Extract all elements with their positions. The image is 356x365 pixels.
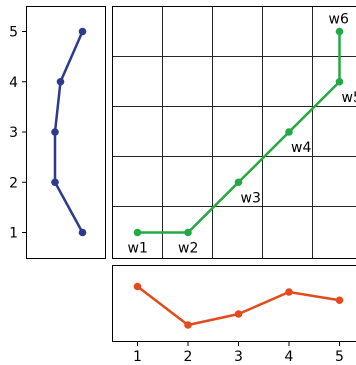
left-panel-frame <box>26 6 106 259</box>
bottom-series-line <box>136 285 340 327</box>
left-series-line <box>53 30 84 234</box>
bottom-x-tick-label: 2 <box>184 349 193 365</box>
main-point-label: w5 <box>342 90 356 106</box>
left-y-ticks: 1 2 3 4 5 <box>9 25 27 242</box>
bottom-series-point <box>285 288 293 296</box>
main-point-labels: w1 w2 w3 w4 w5 w6 <box>128 12 356 257</box>
left-y-tick-label: 5 <box>9 25 18 41</box>
left-series-point <box>56 77 65 86</box>
left-series-point <box>51 178 59 187</box>
left-series-point <box>51 128 59 136</box>
main-series-point <box>184 228 192 237</box>
left-y-tick-label: 2 <box>9 175 18 191</box>
left-y-tick-label: 3 <box>9 125 18 141</box>
bottom-x-tick-label: 1 <box>133 349 142 365</box>
bottom-x-tick-label: 3 <box>234 349 243 365</box>
bottom-x-tick-label: 5 <box>335 349 344 365</box>
main-point-label: w2 <box>178 241 198 257</box>
main-panel: w1 w2 w3 w4 w5 w6 <box>112 6 356 259</box>
main-series-point <box>335 77 344 86</box>
bottom-x-tick-label: 4 <box>285 349 294 365</box>
main-point-label: w1 <box>128 241 148 257</box>
main-grid <box>112 6 356 259</box>
left-series-point <box>78 228 87 237</box>
left-y-tick-label: 4 <box>9 75 18 91</box>
main-point-label: w6 <box>329 12 349 28</box>
main-point-label: w4 <box>291 140 311 156</box>
main-point-label: w3 <box>241 190 261 206</box>
main-series-point <box>133 228 142 237</box>
bottom-series-point <box>234 310 243 318</box>
left-series <box>51 27 87 237</box>
bottom-panel: 1 2 3 4 5 <box>112 265 356 365</box>
main-series-point <box>285 128 293 136</box>
main-series-point <box>335 27 344 36</box>
main-series-point <box>234 178 243 187</box>
left-y-tick-label: 1 <box>9 226 18 242</box>
bottom-x-ticks: 1 2 3 4 5 <box>133 341 344 365</box>
left-panel: 1 2 3 4 5 <box>9 6 106 259</box>
bottom-series-point <box>184 321 192 329</box>
left-series-point <box>78 27 87 36</box>
bottom-series-point <box>133 282 142 291</box>
bottom-series <box>133 282 344 329</box>
bottom-series-point <box>335 296 344 305</box>
main-series <box>133 27 344 237</box>
bottom-panel-frame <box>112 265 356 342</box>
main-panel-frame <box>112 6 356 259</box>
main-series-line <box>137 31 341 234</box>
